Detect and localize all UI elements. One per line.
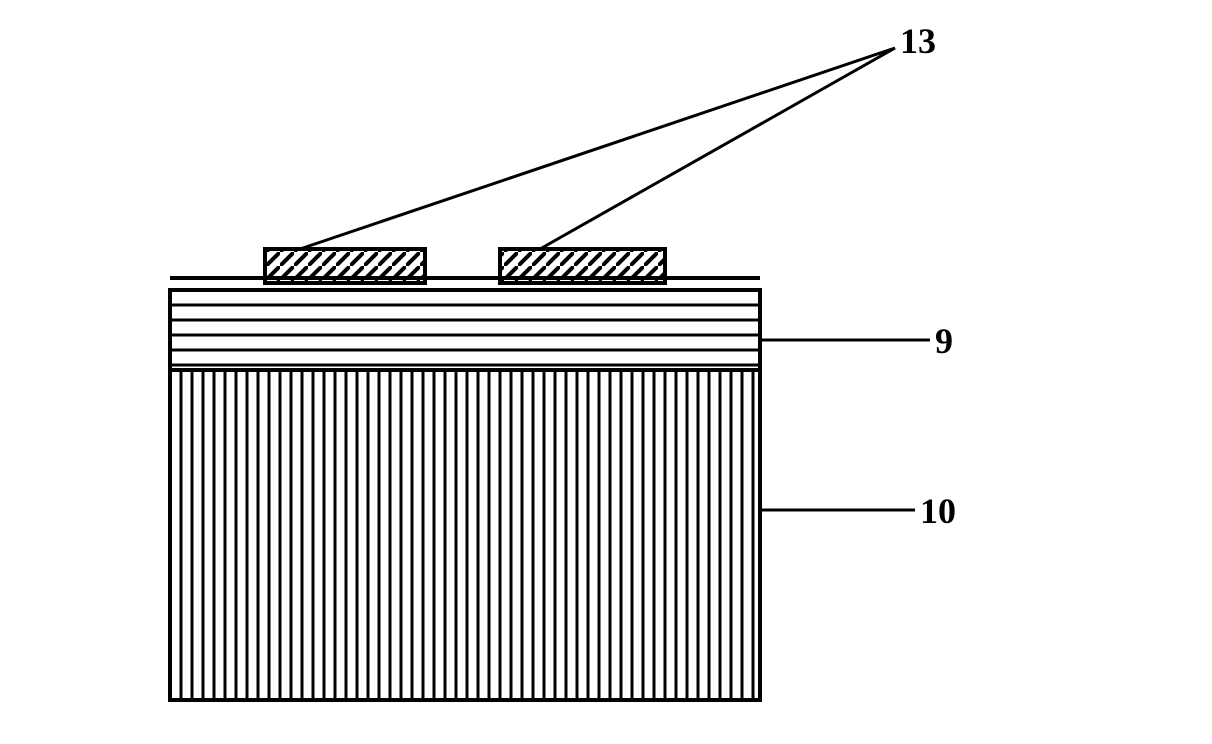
label-13: 13 (900, 20, 936, 62)
label-9: 9 (935, 320, 953, 362)
label-10: 10 (920, 490, 956, 532)
technical-diagram (0, 0, 1212, 744)
electrode-hatched-1 (500, 249, 665, 283)
electrode-hatched-0 (265, 249, 425, 283)
substrate-layer (170, 370, 760, 700)
film-layer (170, 290, 760, 370)
